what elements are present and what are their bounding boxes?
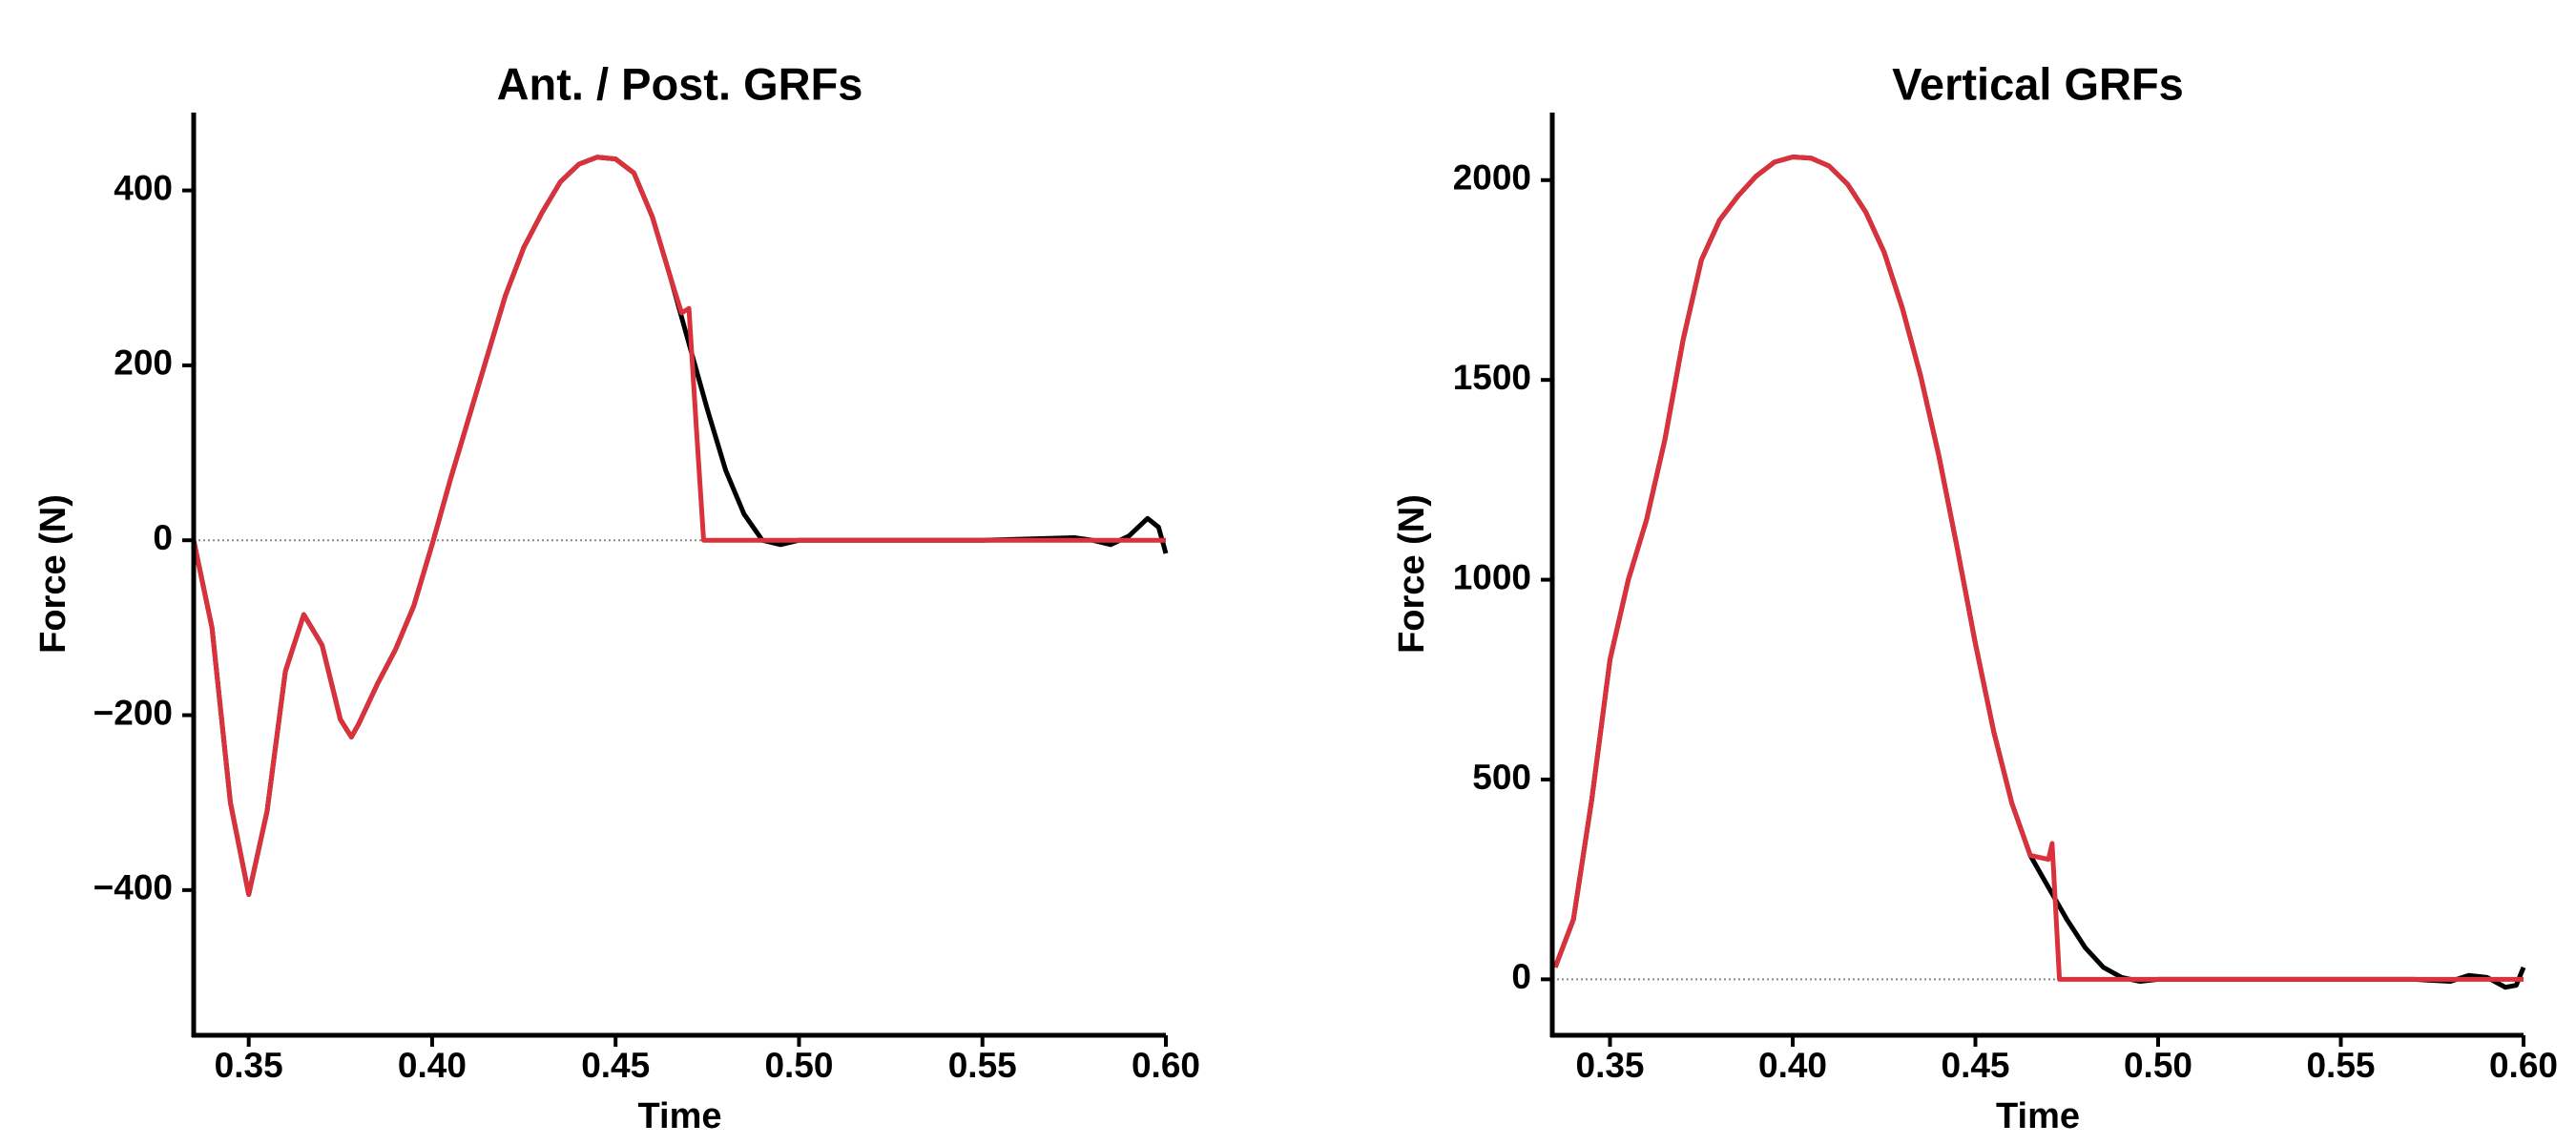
y-tick-label: 400	[114, 168, 173, 207]
series-line	[1552, 155, 2524, 982]
y-tick-label: 0	[1511, 957, 1531, 996]
x-axis-label: Time	[1996, 1096, 2080, 1136]
y-tick-label: −200	[93, 693, 173, 732]
x-tick-label: 0.55	[948, 1046, 1017, 1085]
y-tick-label: −400	[93, 868, 173, 907]
x-tick-label: 0.45	[581, 1046, 650, 1085]
x-tick-label: 0.45	[1942, 1046, 2010, 1085]
series-line	[191, 155, 1166, 897]
x-tick-label: 0.60	[1132, 1046, 1200, 1085]
x-tick-label: 0.50	[764, 1046, 833, 1085]
chart-title: Vertical GRFs	[1892, 58, 2184, 109]
series-line	[191, 155, 1169, 897]
y-tick-label: 500	[1472, 758, 1531, 797]
x-axis-label: Time	[637, 1096, 721, 1136]
x-tick-label: 0.35	[215, 1046, 283, 1085]
y-tick-label: 200	[114, 344, 173, 383]
y-tick-label: 1000	[1453, 557, 1531, 596]
x-tick-label: 0.40	[1758, 1046, 1827, 1085]
y-axis-label: Force (N)	[33, 494, 73, 654]
x-tick-label: 0.60	[2489, 1046, 2558, 1085]
chart-title: Ant. / Post. GRFs	[497, 58, 863, 109]
y-axis-label: Force (N)	[1392, 494, 1432, 654]
y-tick-label: 2000	[1453, 158, 1531, 198]
x-tick-label: 0.50	[2124, 1046, 2192, 1085]
y-tick-label: 0	[153, 518, 173, 557]
x-tick-label: 0.40	[398, 1046, 467, 1085]
x-tick-label: 0.35	[1576, 1046, 1645, 1085]
series-line	[1552, 155, 2526, 990]
y-tick-label: 1500	[1453, 358, 1531, 397]
x-tick-label: 0.55	[2306, 1046, 2375, 1085]
